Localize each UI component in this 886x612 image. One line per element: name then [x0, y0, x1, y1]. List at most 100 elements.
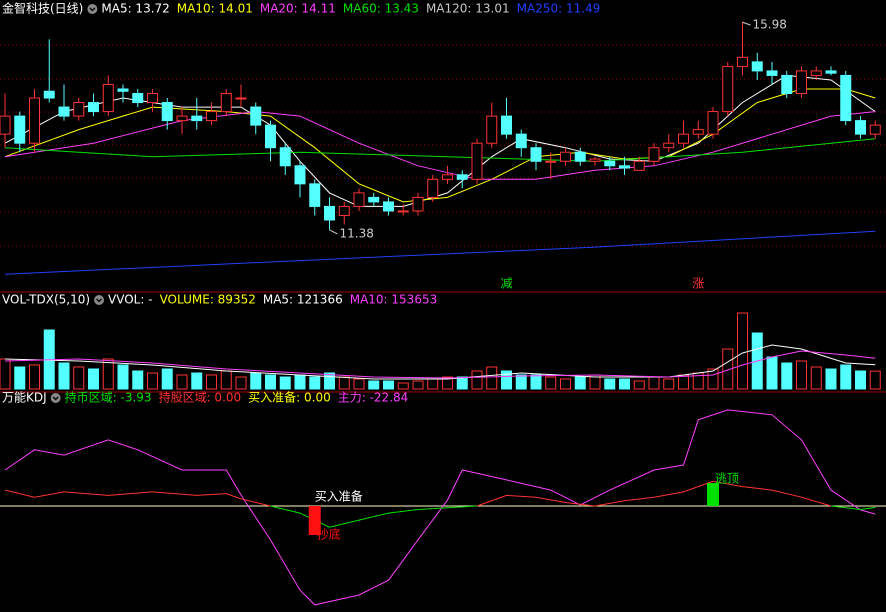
volume-bar — [73, 366, 85, 390]
candle-body — [648, 147, 660, 162]
indicator-line — [4, 489, 271, 507]
volume-bar — [176, 374, 188, 390]
candle-body — [161, 102, 173, 122]
candle-body — [515, 133, 527, 149]
legend-entry: VVOL: - — [108, 293, 153, 307]
volume-bar — [29, 364, 40, 390]
legend-entry: 主力: -22.84 — [338, 391, 409, 405]
legend-entry: MA20: 14.11 — [260, 2, 336, 16]
legend-entry: MA120: 13.01 — [426, 2, 510, 16]
volume-bar — [855, 370, 866, 390]
candle-body — [825, 70, 837, 74]
legend-entry: 买入准备: 0.00 — [248, 391, 331, 405]
indicator-line — [830, 505, 876, 511]
volume-bar — [191, 372, 203, 390]
legend-entry: MA10: 14.01 — [177, 2, 253, 16]
signal-label: 减 — [500, 277, 512, 291]
volume-bar — [279, 376, 291, 390]
candle-body — [235, 97, 247, 100]
volume-bar — [309, 376, 321, 390]
menu-icon — [94, 295, 105, 305]
candle-body — [412, 196, 424, 212]
candle-body — [471, 142, 483, 180]
candle-body — [456, 174, 468, 180]
candle-body — [810, 70, 822, 76]
candle-body — [589, 158, 601, 162]
candle-body — [678, 133, 689, 144]
candle-body — [869, 124, 881, 135]
volume-bar — [707, 368, 719, 390]
legend-entry: VOLUME: 89352 — [160, 293, 256, 307]
volume-bar — [486, 366, 498, 390]
volume-bar — [737, 312, 748, 390]
candle-body — [604, 160, 616, 167]
volume-bar — [810, 366, 822, 390]
volume-bar — [397, 382, 409, 390]
extreme-pointer — [329, 229, 338, 235]
candle-body — [427, 178, 439, 198]
volume-bar — [825, 368, 837, 390]
volume-bar — [471, 370, 483, 390]
volume-bar — [648, 376, 660, 390]
signal-text: 逃顶 — [715, 472, 739, 486]
candle-body — [0, 115, 11, 135]
candle-body — [338, 205, 350, 216]
candle-body — [766, 70, 778, 76]
candle-body — [176, 115, 188, 122]
volume-bar — [88, 368, 99, 390]
legend-entry: 持股区域: 0.00 — [159, 390, 242, 405]
signal-bar — [308, 506, 321, 535]
candle-body — [619, 165, 630, 169]
volume-bar — [161, 368, 173, 390]
volume-bar — [678, 374, 689, 390]
volume-bar — [515, 374, 527, 390]
volume-bar — [368, 380, 380, 390]
candle-body — [353, 192, 365, 207]
candle-body — [191, 115, 203, 122]
volume-bar — [545, 376, 557, 390]
candle-body — [560, 151, 571, 162]
volume-bar — [796, 360, 807, 390]
candle-body — [442, 174, 453, 180]
menu-icon-chevron — [89, 7, 96, 12]
candle-body — [545, 160, 557, 163]
extreme-label: 11.38 — [340, 226, 374, 240]
panel-title: 万能KDJ — [2, 391, 47, 405]
candle-body — [29, 97, 40, 144]
candle-body — [324, 205, 335, 221]
volume-bar — [869, 370, 881, 390]
candle-body — [294, 165, 306, 185]
volume-bar — [619, 378, 630, 390]
candle-body — [855, 120, 866, 135]
candle-body — [14, 115, 26, 144]
panel-title: 金智科技(日线) — [2, 1, 83, 16]
menu-icon-chevron — [52, 396, 59, 401]
indicator-line — [476, 480, 832, 507]
legend-entry: MA5: 13.72 — [101, 2, 169, 16]
volume-bar — [117, 364, 129, 390]
volume-bar — [0, 358, 11, 390]
candle-body — [88, 102, 99, 113]
volume-bar — [250, 372, 262, 390]
indicator-line — [270, 505, 478, 528]
legend-entry: MA10: 153653 — [350, 293, 438, 307]
volume-bar — [102, 358, 114, 390]
extreme-label: 15.98 — [753, 18, 787, 32]
menu-icon — [87, 4, 98, 14]
volume-bar — [442, 376, 453, 390]
volume-bar — [132, 370, 144, 390]
candle-body — [383, 201, 394, 212]
candle-body — [692, 129, 704, 135]
candle-body — [73, 102, 85, 117]
indicator-line — [4, 350, 876, 379]
candle-body — [663, 142, 675, 149]
candle-body — [368, 196, 380, 203]
volume-bar — [14, 366, 26, 390]
candle-body — [574, 151, 586, 162]
legend-entry: MA5: 121366 — [263, 293, 343, 307]
volume-bar — [766, 356, 778, 390]
candle-body — [265, 124, 276, 149]
legend-entry: 持币区域: -3.93 — [65, 390, 152, 405]
volume-bar — [574, 376, 586, 390]
